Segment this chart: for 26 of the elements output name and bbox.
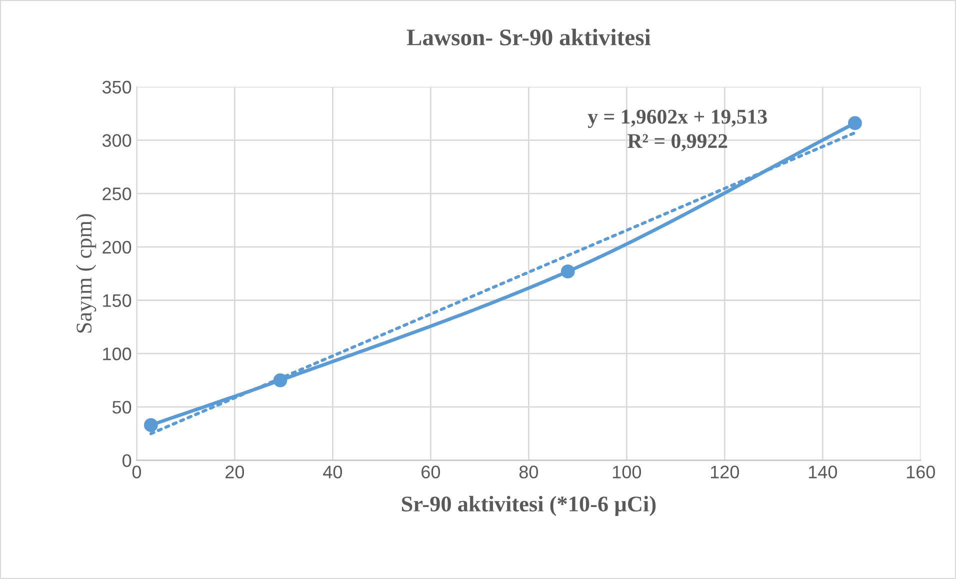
y-tick-label: 50 (112, 400, 132, 414)
point (560, 264, 575, 278)
y-tick-label: 150 (103, 294, 132, 307)
x-tick-label: 100 (612, 466, 642, 478)
point (273, 373, 288, 388)
point (144, 418, 158, 432)
y-tick-label: 0 (122, 454, 132, 468)
y-axis-title: Sayım ( cpm) (76, 214, 96, 333)
y-tick-label: 100 (103, 348, 132, 360)
y-tick-label: 300 (102, 134, 132, 147)
annotation: R² = 0,9922 (628, 134, 728, 152)
annotation: y = 1,9602x + 19,513 (588, 110, 767, 128)
x-tick-label: 0 (132, 466, 142, 478)
x-tick-label: 60 (422, 466, 440, 478)
x-tick-label: 80 (519, 466, 538, 478)
x-tick-label: 160 (906, 466, 935, 478)
x-tick-label: 20 (226, 466, 244, 478)
x-axis-title: Sr-90 aktivitesi (*10-6 µCi) (402, 496, 656, 516)
y-tick-label: 250 (102, 187, 132, 200)
chart-title: Lawson- Sr-90 aktivitesi (406, 28, 651, 46)
x-tick-label: 140 (808, 466, 837, 478)
y-tick-label: 200 (102, 240, 132, 254)
y-tick-label: 350 (102, 80, 132, 94)
x-tick-label: 120 (710, 466, 740, 478)
point (848, 116, 862, 130)
x-tick-label: 40 (323, 466, 342, 478)
